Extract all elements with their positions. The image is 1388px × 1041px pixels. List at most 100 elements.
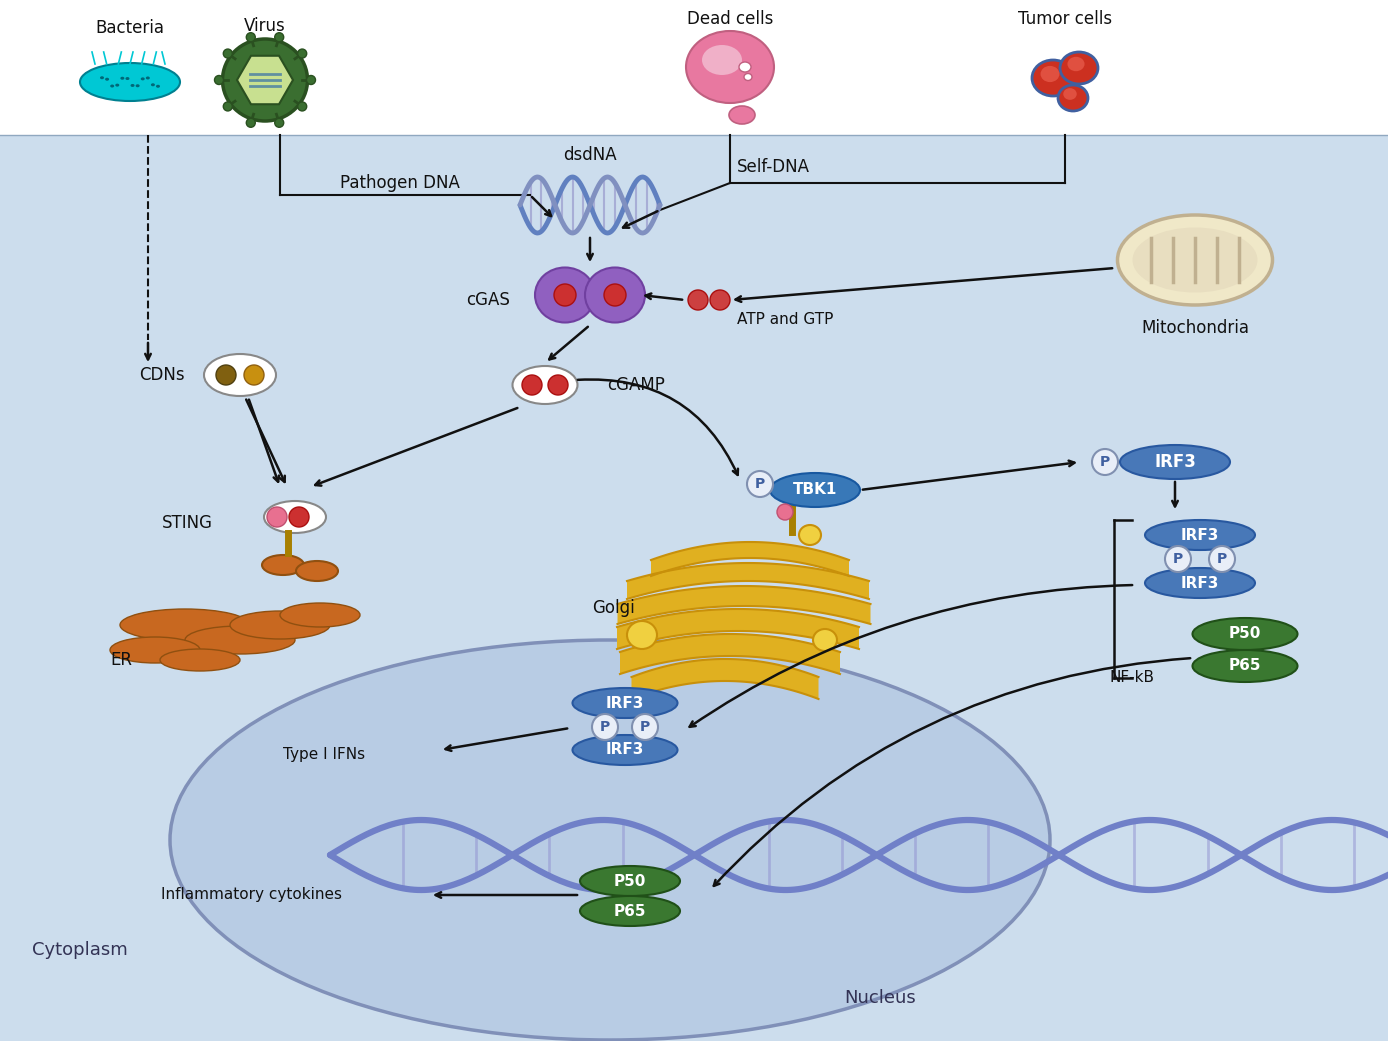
Text: Pathogen DNA: Pathogen DNA [340, 174, 459, 192]
Ellipse shape [130, 84, 135, 87]
Ellipse shape [81, 64, 180, 101]
Ellipse shape [1165, 545, 1191, 572]
Ellipse shape [1120, 445, 1230, 479]
Text: STING: STING [162, 514, 212, 532]
Text: P: P [755, 477, 765, 491]
Ellipse shape [275, 32, 283, 42]
Ellipse shape [244, 365, 264, 385]
Ellipse shape [1041, 66, 1059, 82]
Text: cGAS: cGAS [466, 291, 509, 309]
Text: P: P [640, 720, 650, 734]
Text: Cytoplasm: Cytoplasm [32, 941, 128, 959]
Ellipse shape [744, 74, 752, 80]
Ellipse shape [140, 77, 144, 80]
Ellipse shape [688, 290, 708, 310]
Ellipse shape [534, 268, 595, 323]
Ellipse shape [627, 621, 657, 649]
Text: P: P [1217, 552, 1227, 566]
Text: P: P [1099, 455, 1110, 469]
Ellipse shape [110, 84, 114, 87]
Ellipse shape [729, 106, 755, 124]
Ellipse shape [246, 119, 255, 127]
Ellipse shape [1145, 568, 1255, 598]
Ellipse shape [264, 501, 326, 533]
Text: P50: P50 [1228, 627, 1262, 641]
Text: cGAMP: cGAMP [607, 376, 665, 393]
Ellipse shape [1192, 618, 1298, 650]
Ellipse shape [217, 365, 236, 385]
Ellipse shape [266, 507, 287, 527]
Ellipse shape [110, 637, 200, 663]
Ellipse shape [215, 76, 223, 84]
Text: IRF3: IRF3 [605, 742, 644, 758]
Text: dsdNA: dsdNA [564, 146, 616, 164]
Ellipse shape [711, 290, 730, 310]
Text: NF-kB: NF-kB [1110, 670, 1155, 686]
Ellipse shape [160, 649, 240, 671]
Text: P65: P65 [613, 904, 647, 918]
Ellipse shape [777, 504, 793, 520]
Ellipse shape [1133, 228, 1258, 293]
Ellipse shape [770, 473, 861, 507]
Ellipse shape [1145, 520, 1255, 550]
Bar [0, 0, 1388, 135]
Text: P: P [1173, 552, 1183, 566]
Ellipse shape [280, 603, 359, 627]
Text: IRF3: IRF3 [1153, 453, 1196, 471]
Ellipse shape [185, 626, 296, 654]
Text: Bacteria: Bacteria [96, 19, 165, 37]
Text: Inflammatory cytokines: Inflammatory cytokines [161, 888, 341, 903]
Text: Nucleus: Nucleus [844, 989, 916, 1007]
Ellipse shape [125, 77, 129, 80]
Bar [0, 135, 1388, 1041]
Text: CDNs: CDNs [139, 366, 185, 384]
Ellipse shape [738, 62, 751, 72]
Ellipse shape [222, 39, 308, 121]
Ellipse shape [307, 76, 315, 84]
Ellipse shape [1092, 449, 1117, 475]
Ellipse shape [262, 555, 304, 575]
Ellipse shape [223, 49, 232, 58]
Ellipse shape [223, 102, 232, 111]
Ellipse shape [105, 78, 110, 81]
Text: ATP and GTP: ATP and GTP [737, 312, 833, 328]
Text: Virus: Virus [244, 17, 286, 35]
Ellipse shape [136, 84, 140, 87]
Ellipse shape [100, 76, 104, 79]
Ellipse shape [146, 76, 150, 79]
Ellipse shape [813, 629, 837, 651]
Ellipse shape [289, 507, 310, 527]
Ellipse shape [119, 609, 250, 641]
Ellipse shape [1063, 88, 1077, 100]
Ellipse shape [275, 119, 283, 127]
Ellipse shape [572, 735, 677, 765]
Ellipse shape [799, 525, 820, 545]
Ellipse shape [297, 49, 307, 58]
Ellipse shape [230, 611, 330, 639]
Text: Self-DNA: Self-DNA [737, 158, 809, 176]
Text: Tumor cells: Tumor cells [1017, 10, 1112, 28]
Ellipse shape [593, 714, 618, 740]
Ellipse shape [204, 354, 276, 396]
Ellipse shape [1060, 52, 1098, 84]
Text: P: P [600, 720, 611, 734]
Ellipse shape [1067, 57, 1084, 71]
Text: Mitochondria: Mitochondria [1141, 319, 1249, 337]
Text: IRF3: IRF3 [1181, 576, 1219, 590]
Ellipse shape [512, 366, 577, 404]
Text: P50: P50 [613, 873, 647, 889]
Ellipse shape [554, 284, 576, 306]
Text: Dead cells: Dead cells [687, 10, 773, 28]
Ellipse shape [155, 84, 160, 87]
Text: TBK1: TBK1 [793, 482, 837, 498]
Text: Type I IFNs: Type I IFNs [283, 747, 365, 762]
Ellipse shape [121, 77, 125, 80]
Ellipse shape [296, 561, 339, 581]
Ellipse shape [702, 45, 743, 75]
Ellipse shape [1192, 650, 1298, 682]
Text: IRF3: IRF3 [1181, 528, 1219, 542]
Ellipse shape [1033, 60, 1074, 96]
Ellipse shape [686, 31, 775, 103]
Text: P65: P65 [1228, 659, 1262, 674]
Ellipse shape [604, 284, 626, 306]
